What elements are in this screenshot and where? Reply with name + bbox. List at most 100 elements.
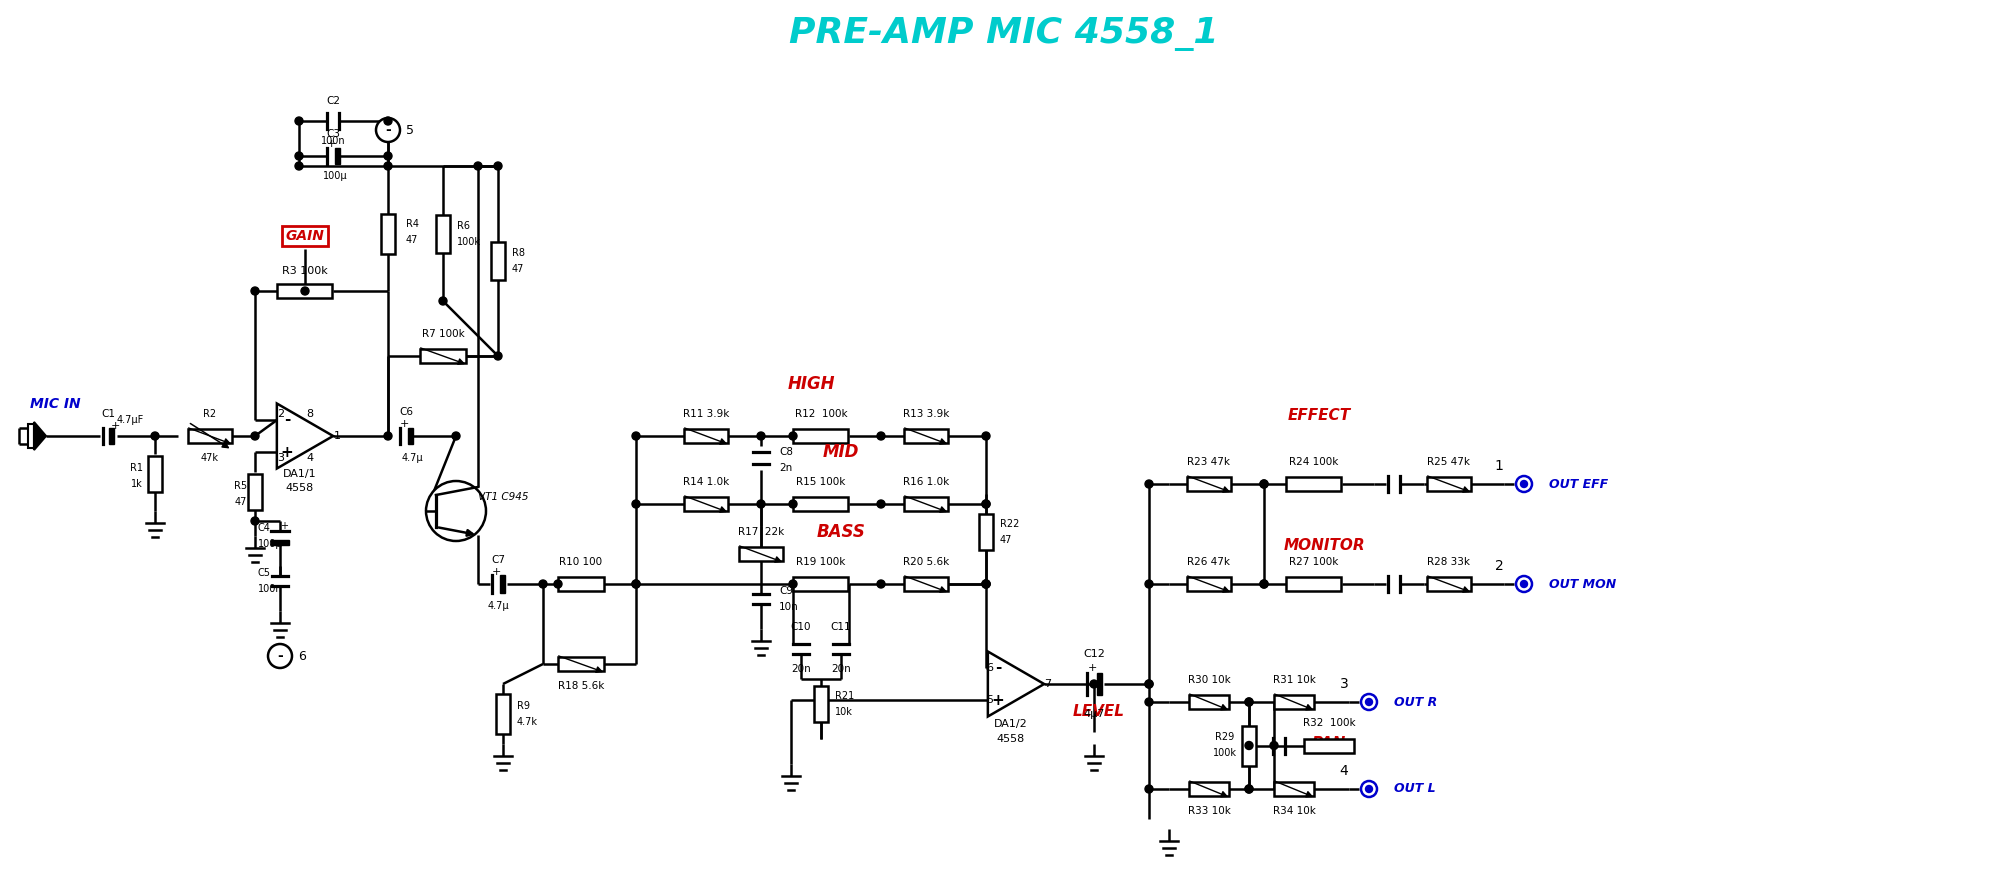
Bar (1286, 477, 1341, 491)
Circle shape (981, 580, 989, 588)
Polygon shape (1186, 477, 1230, 491)
Circle shape (981, 432, 989, 440)
Circle shape (1144, 480, 1152, 488)
Text: DA1/1: DA1/1 (283, 469, 317, 479)
Text: -: - (385, 123, 391, 137)
Polygon shape (1188, 695, 1228, 709)
Polygon shape (987, 651, 1044, 717)
Text: C10: C10 (791, 622, 811, 632)
Polygon shape (903, 497, 947, 511)
Circle shape (494, 352, 502, 360)
Text: R5: R5 (235, 481, 247, 491)
Text: +: + (281, 445, 293, 460)
Text: -: - (993, 660, 1001, 675)
Circle shape (1244, 785, 1252, 793)
Text: 1: 1 (333, 431, 341, 441)
Text: R19 100k: R19 100k (797, 557, 845, 567)
Bar (500, 575, 504, 593)
Circle shape (538, 580, 546, 588)
Text: LEVEL: LEVEL (1072, 704, 1124, 719)
Bar (1303, 739, 1353, 752)
Circle shape (1268, 742, 1276, 750)
Bar (979, 514, 993, 550)
Text: R18 5.6k: R18 5.6k (558, 681, 604, 691)
Text: 47: 47 (235, 497, 247, 507)
Circle shape (981, 580, 989, 588)
Bar (381, 214, 395, 253)
Circle shape (1244, 698, 1252, 706)
Text: HIGH: HIGH (787, 375, 835, 393)
Text: 3: 3 (277, 453, 285, 463)
Polygon shape (684, 497, 729, 511)
Bar (436, 214, 450, 253)
Circle shape (383, 152, 391, 160)
Circle shape (1144, 680, 1152, 688)
Text: R17  22k: R17 22k (737, 527, 785, 537)
Text: 100n: 100n (321, 136, 345, 146)
Polygon shape (903, 429, 947, 443)
Polygon shape (1186, 577, 1230, 591)
Circle shape (1258, 480, 1266, 488)
Text: C8: C8 (779, 447, 793, 457)
Circle shape (295, 117, 303, 125)
Text: R8: R8 (512, 248, 524, 258)
Text: 47: 47 (512, 264, 524, 274)
Circle shape (1361, 781, 1377, 797)
Text: +: + (991, 693, 1004, 708)
Circle shape (757, 500, 765, 508)
Circle shape (789, 580, 797, 588)
Text: R2: R2 (203, 409, 217, 419)
Text: R32  100k: R32 100k (1303, 719, 1355, 728)
Circle shape (267, 644, 291, 668)
Text: 10k: 10k (835, 707, 853, 717)
Text: R15 100k: R15 100k (797, 477, 845, 487)
Circle shape (632, 580, 640, 588)
Bar (249, 474, 261, 510)
Text: R27 100k: R27 100k (1288, 557, 1339, 567)
Polygon shape (1427, 577, 1471, 591)
Circle shape (440, 297, 448, 305)
Text: +: + (279, 521, 287, 531)
Circle shape (295, 162, 303, 170)
Bar (492, 242, 504, 280)
Text: 1k: 1k (130, 479, 142, 489)
Text: +: + (110, 421, 120, 431)
Circle shape (1361, 694, 1377, 710)
Text: MONITOR: MONITOR (1282, 539, 1365, 554)
Text: 7: 7 (1044, 679, 1052, 689)
Text: R6: R6 (458, 221, 470, 230)
Circle shape (1515, 476, 1531, 492)
Text: 4.7k: 4.7k (516, 717, 538, 727)
Text: 5: 5 (405, 123, 413, 136)
Text: DA1/2: DA1/2 (993, 719, 1028, 729)
Text: 4µ7: 4µ7 (1082, 709, 1104, 719)
Text: R23 47k: R23 47k (1186, 457, 1230, 467)
Text: C7: C7 (492, 555, 504, 565)
Text: C4: C4 (257, 523, 271, 533)
Circle shape (981, 500, 989, 508)
Polygon shape (1272, 695, 1313, 709)
Text: R28 33k: R28 33k (1427, 557, 1469, 567)
Text: R14 1.0k: R14 1.0k (682, 477, 729, 487)
Circle shape (383, 117, 391, 125)
Text: R3 100k: R3 100k (283, 266, 327, 276)
Circle shape (375, 118, 399, 142)
Text: R9: R9 (516, 701, 530, 711)
Text: C5: C5 (257, 568, 271, 578)
Text: C1: C1 (100, 409, 114, 419)
Text: R4: R4 (405, 219, 419, 229)
Bar (108, 428, 114, 444)
Bar (1096, 673, 1102, 695)
Text: MIC IN: MIC IN (30, 397, 80, 411)
Text: 20n: 20n (831, 664, 851, 674)
Polygon shape (1188, 782, 1228, 796)
Circle shape (877, 432, 885, 440)
Text: 100k: 100k (1212, 749, 1236, 758)
Text: +: + (492, 567, 500, 577)
Text: PAN: PAN (1311, 736, 1345, 751)
Text: C6: C6 (399, 407, 413, 417)
Text: R1: R1 (130, 463, 142, 473)
Polygon shape (903, 577, 947, 591)
Circle shape (1519, 580, 1527, 587)
Text: -: - (283, 412, 289, 427)
